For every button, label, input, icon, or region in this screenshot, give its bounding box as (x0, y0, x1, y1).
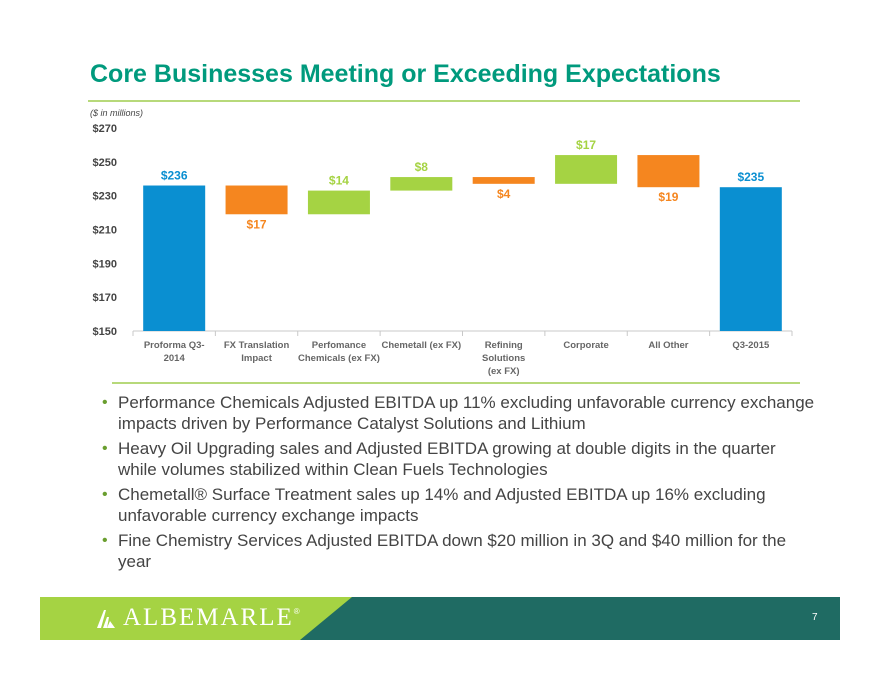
units-note: ($ in millions) (90, 108, 144, 118)
y-tick-label: $270 (93, 123, 117, 135)
y-tick-label: $250 (93, 157, 117, 169)
data-label: $235 (737, 170, 764, 184)
y-tick-label: $150 (93, 326, 117, 338)
logo-wordmark: ALBEMARLE (123, 604, 294, 631)
x-category-line: Refining (485, 340, 523, 351)
albemarle-logo: ALBEMARLE ® (95, 603, 300, 633)
x-category-label: Proforma Q3- 2014 (144, 340, 205, 364)
y-tick-label: $170 (93, 292, 117, 304)
title-underline (88, 100, 800, 102)
bar-6 (555, 155, 618, 184)
x-category-line: Q3-2015 (732, 340, 770, 351)
x-category-line: Proforma Q3- (144, 340, 205, 351)
x-category-line: Chemicals (ex FX) (298, 353, 380, 364)
data-label: $17 (576, 138, 596, 152)
bar-8 (719, 187, 782, 331)
x-category-line: Chemetall (ex FX) (381, 340, 461, 351)
data-label: $8 (415, 160, 429, 174)
bar-4 (390, 177, 453, 191)
footer-band-teal (300, 597, 840, 640)
x-category-label: Chemetall (ex FX) (381, 340, 461, 351)
bar-3 (307, 190, 370, 215)
data-label: $17 (247, 217, 267, 231)
page-number: 7 (812, 612, 818, 623)
bar-7 (637, 155, 700, 188)
x-category-label: Refining Solutions (ex FX) (482, 340, 525, 377)
x-category-line: Solutions (482, 353, 525, 364)
data-label: $14 (329, 174, 349, 188)
albemarle-mark-icon (97, 610, 115, 628)
x-category-label: Corporate (563, 340, 608, 351)
x-category-label: All Other (648, 340, 688, 351)
y-tick-label: $210 (93, 225, 117, 237)
data-label: $236 (161, 169, 188, 183)
bullet-heavy-oil: Heavy Oil Upgrading sales and Adjusted E… (98, 438, 818, 480)
x-category-line: All Other (648, 340, 688, 351)
waterfall-chart: $150 $170 $190 $210 $230 $250 $270 $236 Proforma… (93, 123, 793, 377)
y-tick-label: $230 (93, 191, 117, 203)
x-category-label: FX Translation Impact (224, 340, 290, 364)
bullet-chemetall: Chemetall® Surface Treatment sales up 14… (98, 484, 818, 526)
x-category-line: (ex FX) (488, 366, 520, 377)
bar-5 (472, 177, 535, 184)
data-label: $19 (658, 190, 678, 204)
x-category-label: Q3-2015 (732, 340, 770, 351)
x-category-line: Impact (241, 353, 272, 364)
data-label: $4 (497, 187, 511, 201)
x-category-label: Perfomance Chemicals (ex FX) (298, 340, 380, 364)
bullet-performance-chemicals: Performance Chemicals Adjusted EBITDA up… (98, 392, 818, 434)
bar-2 (225, 185, 288, 215)
chart-bottom-rule (112, 382, 800, 384)
slide-title: Core Businesses Meeting or Exceeding Exp… (90, 60, 721, 88)
logo-registered-mark: ® (293, 607, 300, 616)
bullet-list: Performance Chemicals Adjusted EBITDA up… (98, 392, 818, 576)
x-category-line: 2014 (164, 353, 186, 364)
x-category-line: FX Translation (224, 340, 290, 351)
bar-1 (143, 185, 206, 331)
bullet-fine-chemistry: Fine Chemistry Services Adjusted EBITDA … (98, 530, 818, 572)
x-category-line: Corporate (563, 340, 608, 351)
x-category-line: Perfomance (312, 340, 366, 351)
y-tick-label: $190 (93, 258, 117, 270)
